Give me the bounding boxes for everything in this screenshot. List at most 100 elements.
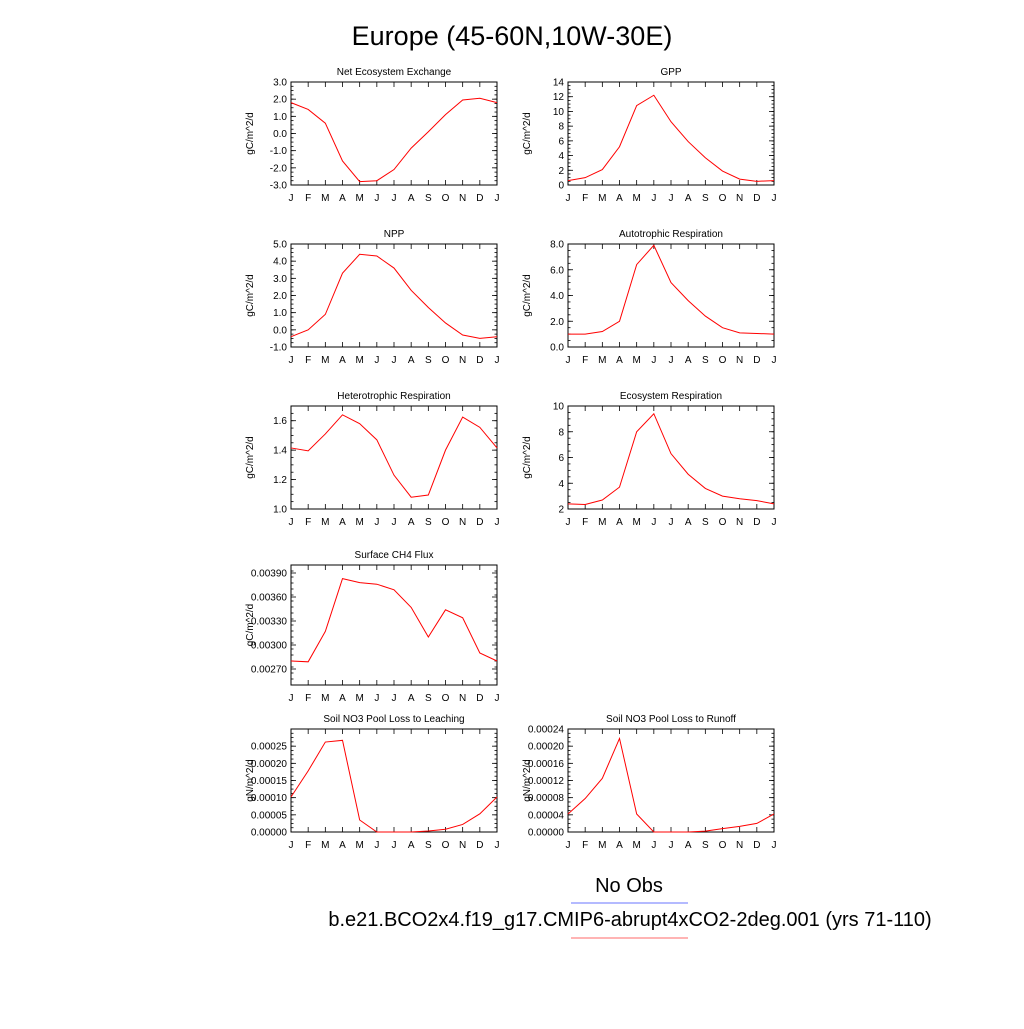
x-tick-label: A [685,840,692,851]
x-tick-label: F [582,840,588,851]
x-tick-label: A [685,193,692,204]
y-tick-label: 0.00024 [528,725,565,736]
x-tick-label: J [374,355,379,366]
x-tick-label: D [753,840,760,851]
x-tick-label: S [702,193,709,204]
x-tick-label: J [374,193,379,204]
x-tick-label: N [459,193,466,204]
x-tick-label: D [753,193,760,204]
x-tick-label: S [425,355,432,366]
y-tick-label: 3.0 [273,274,287,285]
x-tick-label: A [616,517,623,528]
x-tick-label: M [632,840,640,851]
x-tick-label: N [459,355,466,366]
x-tick-label: S [425,693,432,704]
x-tick-label: J [772,193,777,204]
plot-frame [567,728,775,833]
x-tick-label: M [321,517,329,528]
x-tick-label: J [651,840,656,851]
chart-title: Heterotrophic Respiration [337,391,450,402]
y-tick-label: 0.00008 [528,793,565,804]
x-tick-label: N [459,517,466,528]
series-line [290,97,498,183]
x-tick-label: M [598,840,606,851]
x-tick-label: O [442,693,450,704]
x-tick-label: J [669,355,674,366]
y-tick-label: 0.00016 [528,759,565,770]
x-tick-label: A [408,693,415,704]
x-tick-label: J [495,693,500,704]
x-tick-label: M [321,840,329,851]
y-tick-label: -1.0 [270,343,288,354]
y-tick-label: 5.0 [273,240,287,251]
y-axis-label: gC/m^2/d [522,436,533,479]
y-tick-label: 8 [558,122,564,133]
x-tick-label: F [305,517,311,528]
y-tick-label: 8.0 [550,240,564,251]
y-tick-label: 4.0 [550,291,564,302]
plot-frame [567,405,775,510]
x-tick-label: F [305,355,311,366]
x-tick-label: M [598,193,606,204]
y-tick-label: 0.00012 [528,776,565,787]
x-tick-label: J [566,517,571,528]
y-tick-label: 0.00010 [251,793,288,804]
y-tick-label: -1.0 [270,146,288,157]
plot-frame [567,243,775,348]
y-tick-label: 0.0 [550,343,564,354]
y-tick-label: 0.00020 [528,742,565,753]
y-tick-label: 6 [558,453,564,464]
series-line [290,739,498,833]
x-tick-label: M [598,517,606,528]
y-axis-label: gC/m^2/d [245,604,256,647]
x-tick-label: A [339,693,346,704]
y-tick-label: 4 [558,479,564,490]
x-tick-label: O [442,355,450,366]
y-tick-label: 0.00005 [251,810,288,821]
y-tick-label: 2.0 [550,317,564,328]
y-tick-label: 1.6 [273,416,287,427]
y-tick-label: 6.0 [550,265,564,276]
x-tick-label: A [339,193,346,204]
x-tick-label: D [476,193,483,204]
x-tick-label: M [355,193,363,204]
x-tick-label: J [289,517,294,528]
x-tick-label: J [772,355,777,366]
chart-title: Autotrophic Respiration [619,229,723,240]
x-tick-label: O [719,840,727,851]
y-tick-label: 10 [553,402,565,413]
chart-title: Soil NO3 Pool Loss to Runoff [606,714,736,725]
y-tick-label: 0.0 [273,325,287,336]
x-tick-label: M [355,355,363,366]
x-tick-label: J [566,193,571,204]
y-tick-label: 0.00390 [251,569,288,580]
x-tick-label: J [289,193,294,204]
x-tick-label: J [651,193,656,204]
x-tick-label: N [459,840,466,851]
y-axis-label: gC/m^2/d [522,112,533,155]
x-tick-label: M [355,693,363,704]
y-tick-label: 0.00020 [251,759,288,770]
x-tick-label: N [459,693,466,704]
y-axis-label: gC/m^2/d [245,436,256,479]
x-tick-label: A [616,840,623,851]
y-tick-label: 0 [558,181,564,192]
x-tick-label: M [632,193,640,204]
x-tick-label: M [598,355,606,366]
x-tick-label: M [321,693,329,704]
x-tick-label: J [392,193,397,204]
series-line [567,94,775,182]
y-tick-label: 0.00025 [251,742,288,753]
x-tick-label: A [616,355,623,366]
x-tick-label: F [305,193,311,204]
x-tick-label: M [321,355,329,366]
x-tick-label: O [719,355,727,366]
x-tick-label: N [736,840,743,851]
y-tick-label: 1.4 [273,446,287,457]
x-tick-label: J [392,840,397,851]
y-tick-label: 8 [558,427,564,438]
chart-title: NPP [384,229,405,240]
